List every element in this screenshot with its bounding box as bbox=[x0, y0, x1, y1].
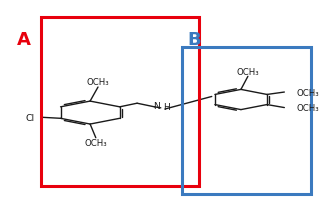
Text: H: H bbox=[163, 102, 170, 111]
Text: OCH₃: OCH₃ bbox=[87, 78, 109, 87]
Text: Cl: Cl bbox=[26, 113, 35, 122]
Bar bbox=[182, 48, 311, 194]
Text: OCH₃: OCH₃ bbox=[236, 68, 259, 77]
Text: B: B bbox=[188, 31, 201, 49]
Text: OCH₃: OCH₃ bbox=[296, 88, 319, 97]
Bar bbox=[41, 18, 199, 186]
Text: N: N bbox=[153, 101, 160, 110]
Text: A: A bbox=[17, 31, 31, 49]
Text: OCH₃: OCH₃ bbox=[84, 138, 107, 147]
Text: OCH₃: OCH₃ bbox=[296, 104, 319, 113]
